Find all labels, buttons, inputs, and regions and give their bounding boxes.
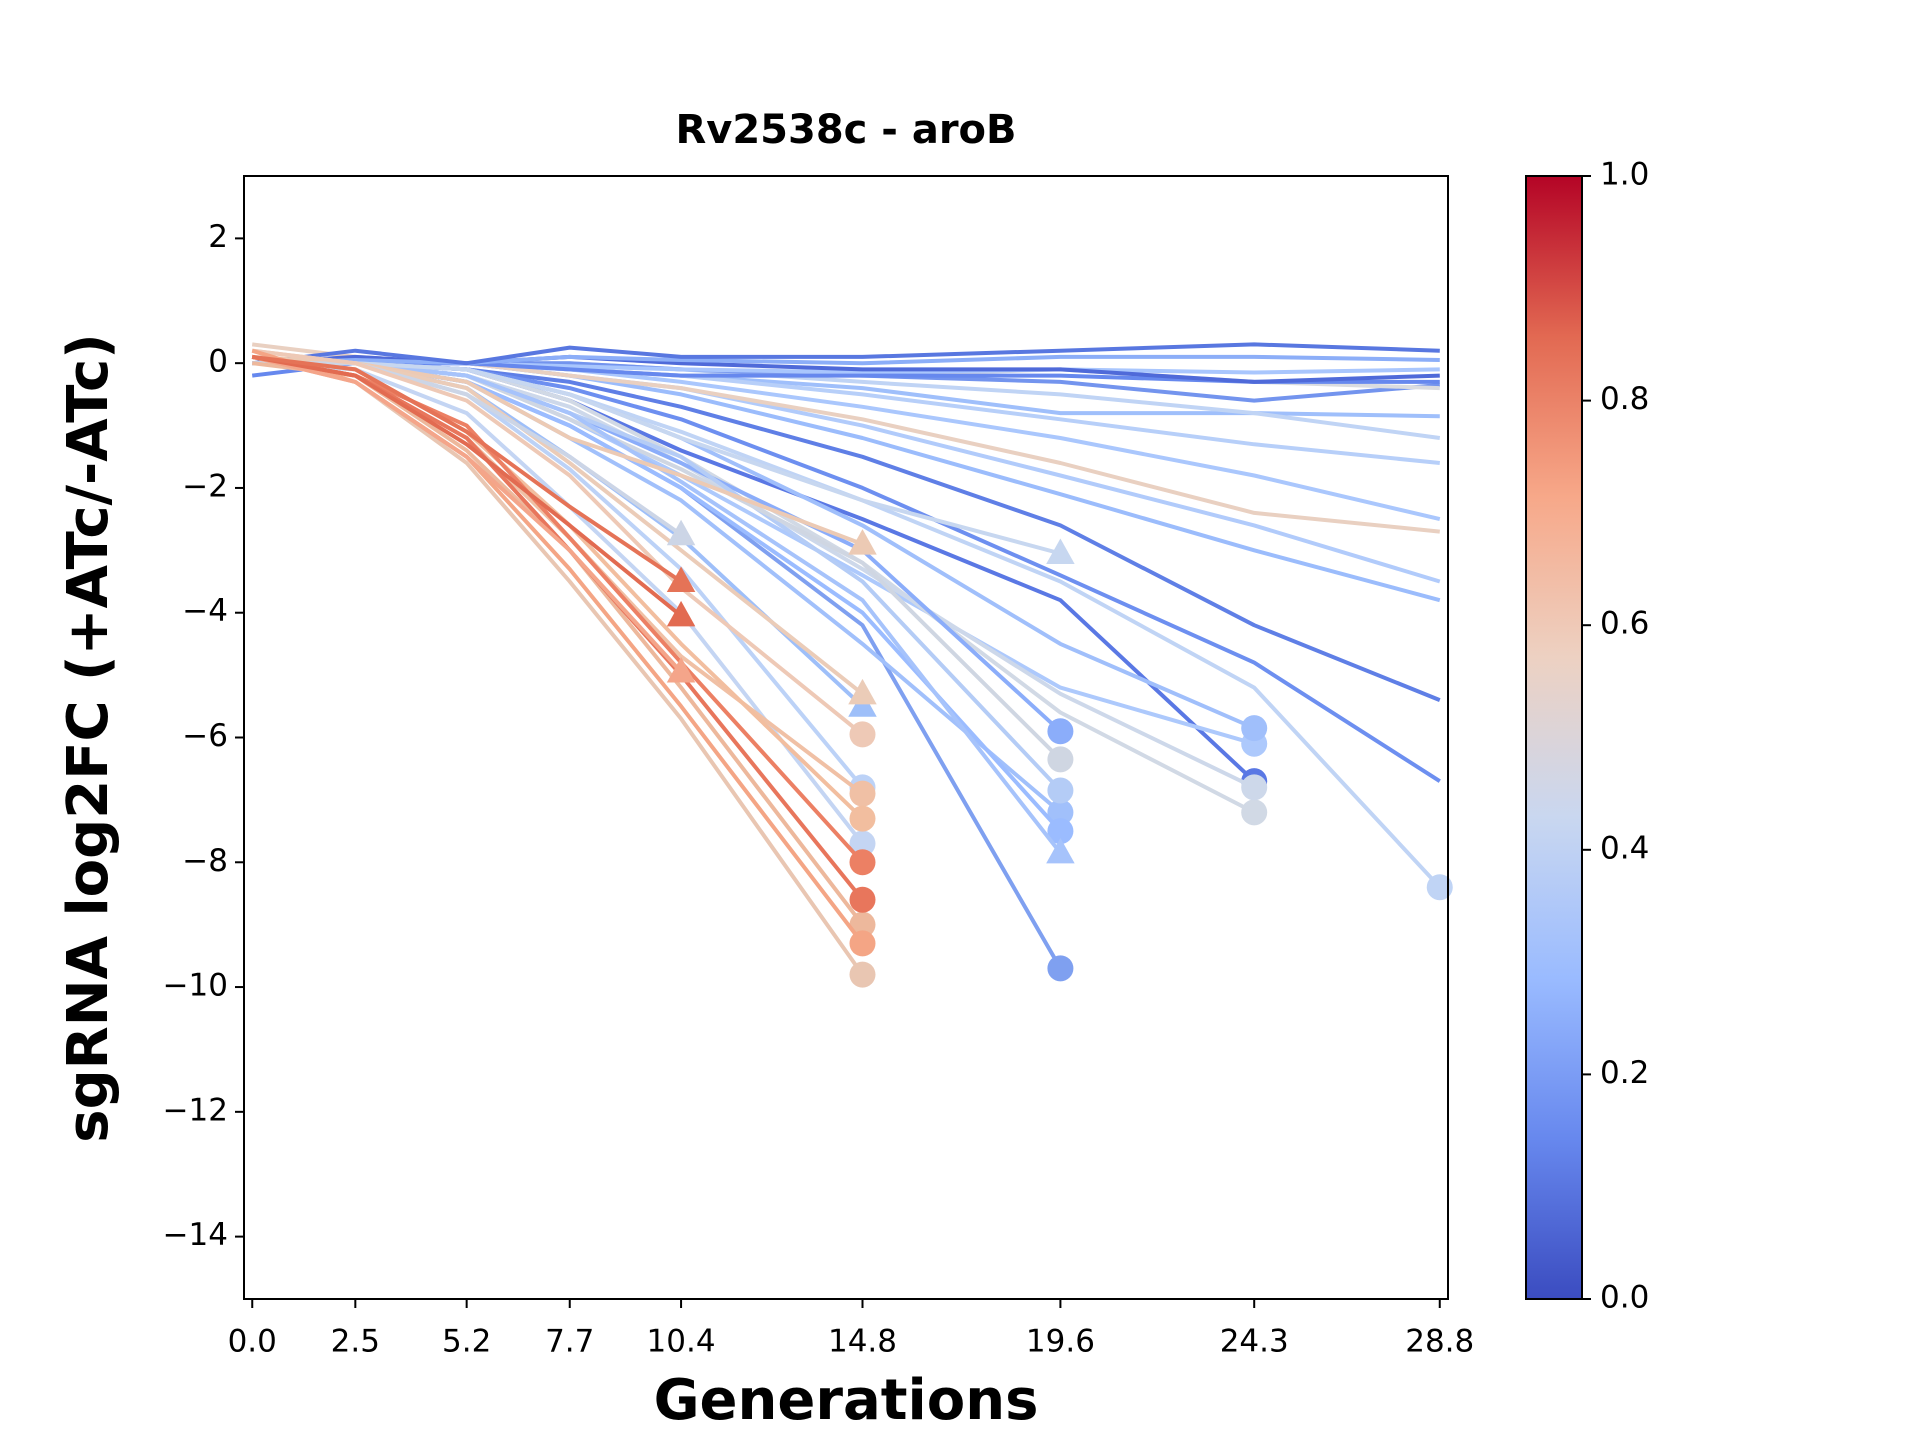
series-line: [251, 354, 683, 674]
y-tick-label: −12: [163, 1092, 228, 1128]
plot-area: [251, 342, 1453, 988]
series-line: [251, 354, 865, 901]
end-marker: [1047, 955, 1074, 982]
y-tick-label: 0: [208, 344, 228, 380]
x-tick-label: 14.8: [828, 1324, 897, 1360]
x-tick-label: 24.3: [1220, 1324, 1289, 1360]
series-line: [251, 361, 1440, 384]
y-tick-label: −14: [163, 1217, 228, 1253]
x-tick-label: 10.4: [647, 1324, 716, 1360]
series-line: [251, 354, 683, 618]
colorbar-tick-label: 0.4: [1600, 830, 1649, 866]
end-marker: [849, 930, 876, 957]
end-marker: [1046, 837, 1075, 864]
end-marker: [1047, 777, 1074, 804]
y-axis-label: sgRNA log2FC (+ATc/-ATc): [56, 333, 121, 1143]
series-line: [251, 348, 865, 945]
colorbar-tick-label: 0.2: [1600, 1055, 1649, 1091]
x-tick-label: 2.5: [331, 1324, 380, 1360]
x-tick-label: 7.7: [545, 1324, 594, 1360]
colorbar-tick-label: 1.0: [1600, 157, 1649, 193]
end-marker: [849, 886, 876, 913]
end-marker: [849, 830, 876, 857]
x-axis-label: Generations: [654, 1368, 1039, 1433]
end-marker: [848, 678, 877, 705]
end-marker: [849, 721, 876, 748]
end-marker: [1426, 874, 1453, 901]
colorbar-tick-label: 0.8: [1600, 381, 1649, 417]
series-line: [251, 342, 1440, 366]
end-marker: [848, 529, 877, 555]
series-line: [252, 354, 1440, 384]
series-line: [251, 348, 864, 736]
y-tick-label: −4: [182, 593, 228, 629]
end-marker: [666, 656, 696, 683]
series-line: [252, 361, 1255, 746]
chart-title: Rv2538c - aroB: [675, 107, 1016, 153]
x-tick-label: 19.6: [1026, 1324, 1095, 1360]
series-line: [252, 361, 1256, 815]
series-line: [252, 354, 1440, 366]
end-marker: [849, 805, 876, 832]
x-tick-label: 28.8: [1405, 1324, 1474, 1360]
y-tick-label: −2: [182, 468, 228, 504]
colorbar-tick-label: 0.6: [1600, 606, 1649, 642]
series-line: [251, 354, 683, 584]
y-tick-label: −6: [182, 718, 228, 754]
colorbar-tick-label: 0.0: [1600, 1280, 1649, 1316]
end-marker: [849, 849, 876, 876]
end-marker: [666, 566, 696, 593]
end-marker: [1047, 818, 1074, 845]
colorbar: [1525, 175, 1583, 1300]
y-tick-label: 2: [208, 219, 228, 255]
end-marker: [1047, 799, 1074, 826]
end-marker: [1046, 538, 1075, 564]
series-line: [252, 361, 683, 537]
end-marker: [849, 780, 876, 807]
end-marker: [666, 600, 696, 627]
end-marker: [1047, 746, 1074, 773]
end-marker: [1047, 718, 1074, 745]
end-marker: [1241, 799, 1268, 826]
end-marker: [849, 961, 876, 988]
end-marker: [1241, 774, 1268, 801]
end-marker: [1241, 715, 1268, 742]
series-line: [251, 354, 864, 821]
x-tick-label: 0.0: [228, 1324, 277, 1360]
y-tick-label: −10: [163, 968, 228, 1004]
end-marker: [666, 519, 696, 546]
series-line: [252, 361, 1441, 584]
series-line: [252, 361, 865, 845]
y-tick-label: −8: [182, 843, 228, 879]
x-tick-label: 5.2: [442, 1324, 491, 1360]
end-marker: [849, 911, 876, 938]
